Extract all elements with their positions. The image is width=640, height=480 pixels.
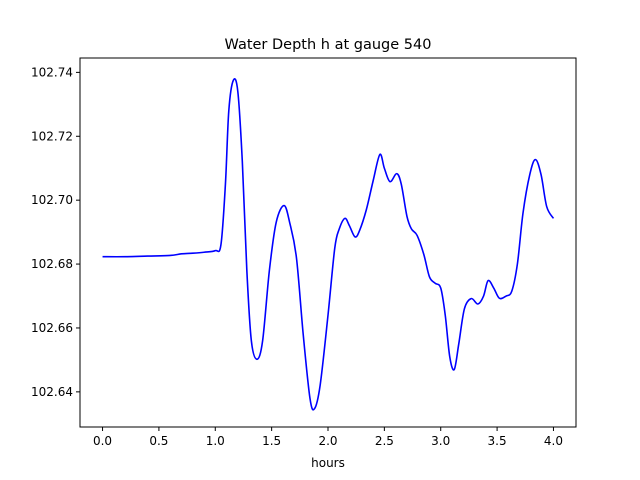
- x-tick-label: 4.0: [544, 434, 563, 448]
- x-tick-label: 3.0: [431, 434, 450, 448]
- x-tick-label: 2.0: [318, 434, 337, 448]
- y-tick-label: 102.70: [31, 193, 73, 207]
- x-tick-label: 0.0: [93, 434, 112, 448]
- axes-frame: [79, 57, 577, 428]
- y-tick-label: 102.68: [31, 257, 73, 271]
- y-tick-label: 102.66: [31, 321, 73, 335]
- data-series-line: [102, 78, 555, 411]
- y-tick-label: 102.74: [31, 65, 73, 79]
- x-tick-label: 1.0: [206, 434, 225, 448]
- y-tick-label: 102.64: [31, 385, 73, 399]
- x-tick-label: 2.5: [375, 434, 394, 448]
- y-tick-label: 102.72: [31, 129, 73, 143]
- x-axis-label: hours: [311, 456, 345, 470]
- x-tick-label: 0.5: [149, 434, 168, 448]
- x-tick-label: 1.5: [262, 434, 281, 448]
- x-tick-label: 3.5: [488, 434, 507, 448]
- chart-title: Water Depth h at gauge 540: [225, 37, 432, 53]
